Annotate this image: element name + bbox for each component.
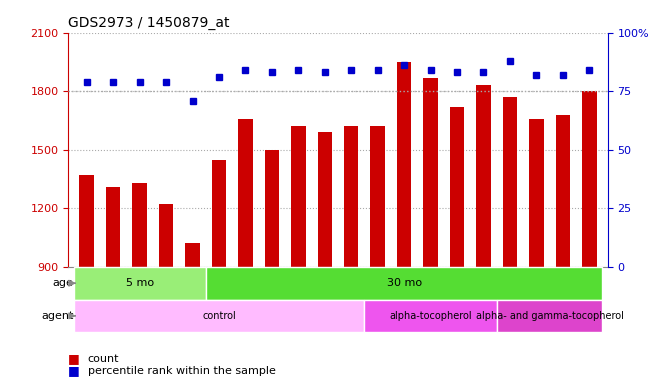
Bar (212, 159, 226, 267)
Bar (291, 126, 305, 267)
Bar (365, 300, 497, 332)
Text: GDS2973 / 1450879_at: GDS2973 / 1450879_at (68, 16, 229, 30)
Bar (73, 300, 365, 332)
Bar (529, 119, 543, 267)
Text: control: control (202, 311, 236, 321)
Text: percentile rank within the sample: percentile rank within the sample (88, 366, 276, 376)
Bar (370, 126, 385, 267)
Text: 5 mo: 5 mo (125, 278, 153, 288)
Bar (397, 62, 411, 267)
Bar (238, 119, 253, 267)
Bar (206, 267, 603, 300)
Bar (582, 91, 597, 267)
Bar (317, 132, 332, 267)
Bar (185, 243, 200, 267)
Bar (79, 175, 94, 267)
Text: alpha- and gamma-tocopherol: alpha- and gamma-tocopherol (476, 311, 623, 321)
Text: 30 mo: 30 mo (387, 278, 422, 288)
Bar (73, 267, 206, 300)
Bar (476, 85, 491, 267)
Text: count: count (88, 354, 119, 364)
Bar (497, 300, 603, 332)
Bar (265, 150, 279, 267)
Text: age: age (53, 278, 73, 288)
Text: ■: ■ (68, 364, 80, 377)
Bar (159, 204, 174, 267)
Bar (344, 126, 359, 267)
Bar (106, 187, 120, 267)
Text: alpha-tocopherol: alpha-tocopherol (389, 311, 472, 321)
Bar (450, 107, 464, 267)
Bar (556, 114, 570, 267)
Bar (423, 78, 438, 267)
Bar (502, 97, 517, 267)
Text: agent: agent (41, 311, 73, 321)
Text: ■: ■ (68, 353, 80, 366)
Bar (133, 183, 147, 267)
